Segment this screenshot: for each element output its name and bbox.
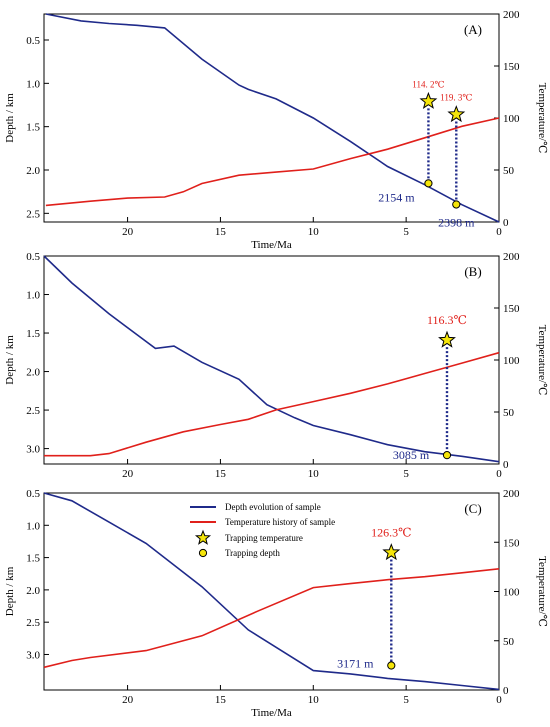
legend-star-icon — [194, 529, 212, 545]
legend-temperature-label: Temperature history of sample — [225, 517, 335, 527]
x-tick-label: 5 — [403, 226, 409, 238]
depth-tick-label: 1.5 — [26, 328, 40, 340]
legend-star-label: Trapping temperature — [225, 533, 303, 543]
trapping-temperature-label: 126.3℃ — [371, 526, 411, 540]
temperature-tick-label: 100 — [503, 113, 520, 125]
trapping-depth-marker — [424, 179, 433, 188]
trapping-depth-label: 3085 m — [393, 448, 430, 462]
depth-tick-label: 0.5 — [26, 35, 40, 47]
temperature-tick-label: 100 — [503, 587, 520, 599]
temperature-tick-label: 0 — [503, 685, 509, 697]
temperature-tick-label: 150 — [503, 303, 520, 315]
depth-tick-label: 2.5 — [26, 405, 40, 417]
trapping-temperature-star — [447, 105, 466, 123]
x-tick-label: 5 — [403, 694, 409, 706]
temperature-history-line — [43, 568, 500, 669]
panel-label: (C) — [464, 501, 481, 516]
x-tick-label: 5 — [403, 468, 409, 480]
x-tick-label: 0 — [496, 468, 502, 480]
panel-label: (B) — [464, 264, 481, 279]
temperature-history-line — [45, 117, 500, 207]
legend-dot-label: Trapping depth — [225, 548, 280, 558]
depth-axis-label: Depth / km — [4, 566, 16, 616]
trapping-temperature-label: 116.3℃ — [427, 313, 467, 327]
x-tick-label: 20 — [122, 226, 134, 238]
depth-tick-label: 1.5 — [26, 122, 40, 134]
temperature-axis-label: Temperature/℃ — [536, 556, 548, 627]
temperature-tick-label: 200 — [503, 9, 520, 21]
x-tick-label: 10 — [308, 468, 320, 480]
trapping-temperature-star — [438, 330, 456, 348]
depth-evolution-line — [43, 255, 500, 463]
temperature-axis-label: Temperature/℃ — [536, 83, 548, 154]
depth-tick-label: 2.5 — [26, 617, 40, 629]
depth-axis-label: Depth / km — [4, 335, 16, 385]
panel-label: (A) — [464, 22, 482, 37]
temperature-tick-label: 200 — [503, 251, 520, 263]
x-tick-label: 20 — [122, 468, 134, 480]
depth-evolution-line — [43, 492, 500, 691]
temperature-axis-label: Temperature/℃ — [536, 325, 548, 396]
x-tick-label: 15 — [215, 468, 227, 480]
depth-evolution-line — [45, 13, 500, 223]
x-tick-label: 10 — [308, 226, 320, 238]
depth-tick-label: 1.0 — [26, 78, 40, 90]
temperature-tick-label: 0 — [503, 459, 509, 471]
x-tick-label: 20 — [122, 694, 134, 706]
x-tick-label: 15 — [215, 226, 227, 238]
x-tick-label: 15 — [215, 694, 227, 706]
temperature-tick-label: 150 — [503, 537, 520, 549]
legend-depth-label: Depth evolution of sample — [225, 502, 321, 512]
depth-tick-label: 2.0 — [26, 165, 40, 177]
x-axis-label: Time/Ma — [251, 707, 292, 719]
depth-tick-label: 1.0 — [26, 520, 40, 532]
trapping-depth-label: 2154 m — [378, 190, 415, 204]
trapping-depth-marker — [387, 661, 396, 670]
depth-tick-label: 2.5 — [26, 208, 40, 220]
temperature-tick-label: 50 — [503, 407, 515, 419]
plot-frame — [43, 255, 500, 465]
depth-tick-label: 2.0 — [26, 585, 40, 597]
temperature-tick-label: 50 — [503, 165, 515, 177]
depth-axis-label: Depth / km — [4, 93, 16, 143]
x-tick-label: 0 — [496, 694, 502, 706]
depth-tick-label: 3.0 — [26, 649, 40, 661]
depth-tick-label: 0.5 — [26, 251, 40, 263]
temperature-tick-label: 150 — [503, 61, 520, 73]
plot-frame — [43, 13, 500, 223]
depth-tick-label: 1.5 — [26, 553, 40, 565]
trapping-depth-marker — [442, 451, 452, 460]
trapping-temperature-star — [419, 91, 438, 109]
depth-tick-label: 3.0 — [26, 444, 40, 456]
trapping-temperature-label: 114. 2℃ — [412, 79, 444, 89]
depth-tick-label: 1.0 — [26, 290, 40, 302]
trapping-depth-label: 2398 m — [438, 215, 475, 229]
temperature-tick-label: 0 — [503, 217, 509, 229]
depth-tick-label: 2.0 — [26, 367, 40, 379]
temperature-tick-label: 200 — [503, 488, 520, 500]
trapping-temperature-label: 119. 3℃ — [440, 92, 472, 102]
x-axis-label: Time/Ma — [251, 239, 292, 251]
legend-dot-icon — [198, 548, 208, 558]
trapping-temperature-star — [382, 543, 401, 561]
x-tick-label: 0 — [496, 226, 502, 238]
temperature-history-line — [44, 351, 500, 457]
temperature-tick-label: 100 — [503, 355, 520, 367]
x-tick-label: 10 — [308, 694, 320, 706]
depth-tick-label: 0.5 — [26, 488, 40, 500]
temperature-tick-label: 50 — [503, 636, 515, 648]
trapping-depth-label: 3171 m — [337, 657, 374, 671]
trapping-depth-marker — [452, 200, 461, 209]
